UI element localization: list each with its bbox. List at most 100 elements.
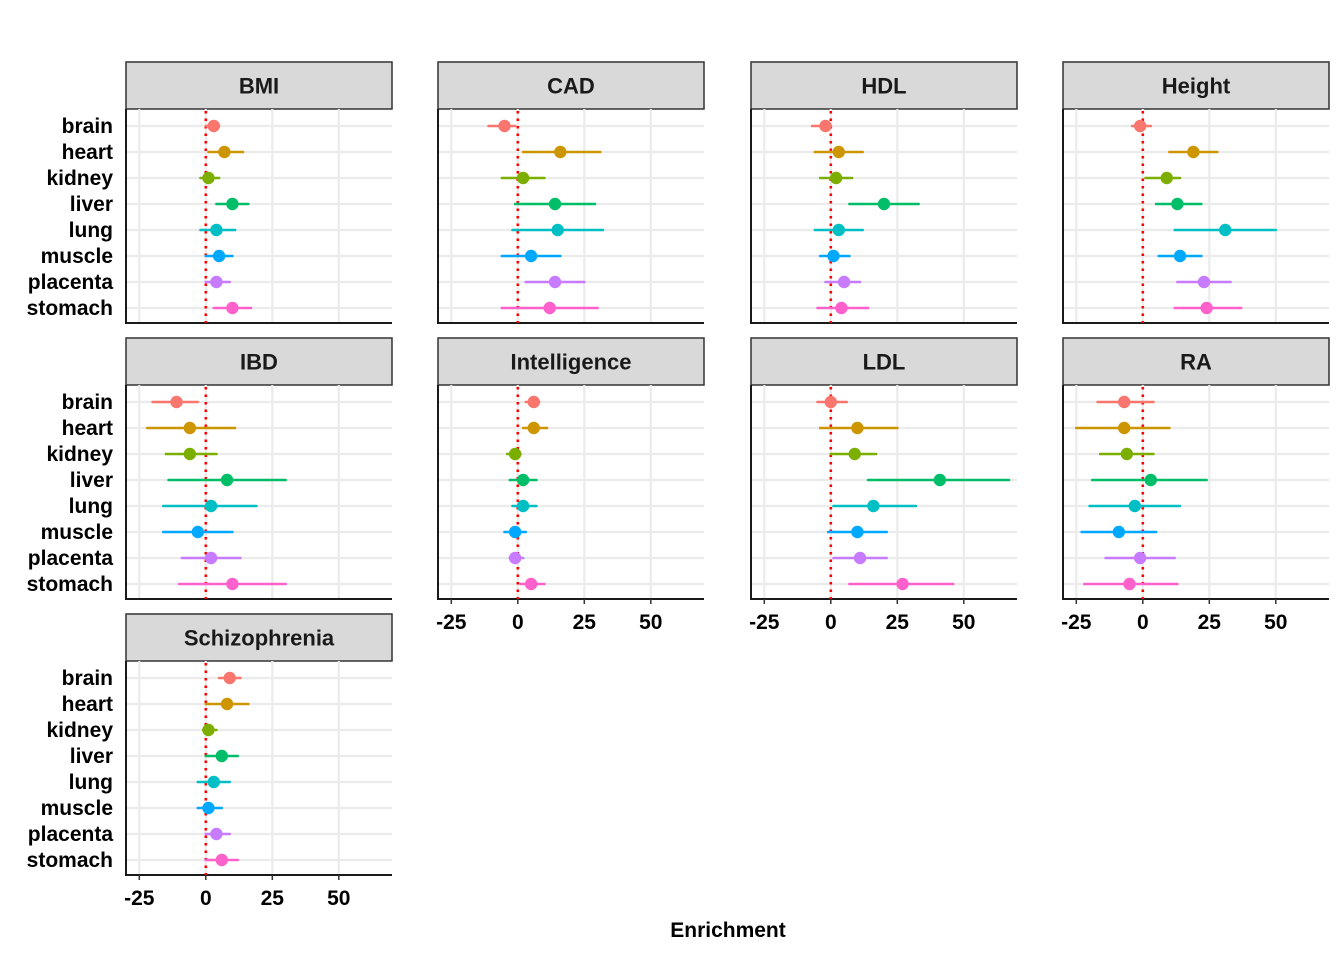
x-tick-label: 25 bbox=[1198, 611, 1222, 634]
point-liver bbox=[1171, 197, 1184, 211]
point-heart bbox=[1117, 421, 1131, 435]
point-placenta bbox=[210, 827, 223, 841]
panel-axis-border bbox=[1062, 109, 1329, 324]
point-placenta bbox=[508, 551, 522, 565]
point-placenta bbox=[548, 275, 562, 289]
facet-panel-hdl: HDL bbox=[750, 61, 1018, 324]
facet-title: Intelligence bbox=[510, 350, 631, 375]
point-liver bbox=[877, 197, 891, 211]
y-tick-label-muscle: muscle bbox=[41, 797, 113, 820]
y-tick-label-brain: brain bbox=[62, 391, 113, 414]
point-heart bbox=[1187, 145, 1200, 159]
panel-axis-border bbox=[1062, 385, 1329, 600]
facet-panel-height: Height bbox=[1062, 61, 1330, 324]
point-kidney bbox=[848, 447, 861, 461]
point-brain bbox=[207, 119, 220, 133]
x-tick-label: -25 bbox=[749, 611, 780, 634]
x-axis-title: Enrichment bbox=[670, 919, 786, 942]
y-tick-label-kidney: kidney bbox=[46, 167, 113, 190]
y-tick-label-lung: lung bbox=[69, 495, 113, 518]
y-tick-label-liver: liver bbox=[70, 469, 113, 492]
point-placenta bbox=[853, 551, 867, 565]
x-tick-label: 0 bbox=[1137, 611, 1149, 634]
point-stomach bbox=[524, 577, 538, 591]
point-lung bbox=[832, 223, 845, 237]
point-brain bbox=[498, 119, 511, 133]
point-liver bbox=[933, 473, 947, 487]
panel-axis-border bbox=[125, 109, 392, 324]
panel-axis-border bbox=[750, 385, 1017, 600]
y-tick-label-kidney: kidney bbox=[46, 719, 113, 742]
point-brain bbox=[1117, 395, 1131, 409]
point-stomach bbox=[1200, 301, 1213, 315]
point-kidney bbox=[516, 171, 530, 185]
facet-panel-intelligence: Intelligence -25 0 25 50 bbox=[436, 337, 705, 634]
point-liver bbox=[1144, 473, 1157, 487]
point-brain bbox=[527, 395, 540, 409]
point-kidney bbox=[829, 171, 843, 185]
x-tick-label: 50 bbox=[639, 611, 662, 634]
point-muscle bbox=[524, 249, 538, 263]
point-brain bbox=[1133, 119, 1147, 133]
y-tick-label-liver: liver bbox=[70, 193, 113, 216]
point-kidney bbox=[508, 447, 522, 461]
x-tick-label: 0 bbox=[825, 611, 837, 634]
y-tick-label-stomach: stomach bbox=[27, 849, 113, 872]
point-liver bbox=[516, 473, 530, 487]
point-heart bbox=[851, 421, 864, 435]
facet-panel-ldl: LDL -25 0 25 50 bbox=[749, 337, 1018, 634]
panel-axis-border bbox=[437, 385, 704, 600]
point-stomach bbox=[835, 301, 848, 315]
panel-axis-border bbox=[125, 661, 392, 876]
y-tick-label-brain: brain bbox=[62, 115, 113, 138]
facet-strip bbox=[1062, 61, 1330, 110]
facet-strip bbox=[125, 61, 393, 110]
point-lung bbox=[1219, 223, 1232, 237]
y-tick-label-brain: brain bbox=[62, 667, 113, 690]
point-liver bbox=[548, 197, 562, 211]
y-tick-label-heart: heart bbox=[62, 693, 113, 716]
y-tick-label-muscle: muscle bbox=[41, 245, 113, 268]
y-tick-label-placenta: placenta bbox=[28, 547, 114, 570]
y-tick-label-lung: lung bbox=[69, 771, 113, 794]
point-muscle bbox=[1173, 249, 1187, 263]
facet-title: RA bbox=[1180, 350, 1212, 375]
facet-strip bbox=[437, 337, 705, 386]
x-tick-label: -25 bbox=[436, 611, 467, 634]
point-brain bbox=[824, 395, 837, 409]
y-tick-label-stomach: stomach bbox=[27, 573, 113, 596]
y-tick-label-kidney: kidney bbox=[46, 443, 113, 466]
facet-strip bbox=[125, 613, 393, 662]
panel-axis-border bbox=[750, 109, 1017, 324]
y-tick-label-muscle: muscle bbox=[41, 521, 113, 544]
point-liver bbox=[220, 473, 234, 487]
point-liver bbox=[215, 749, 228, 763]
y-tick-label-placenta: placenta bbox=[28, 271, 114, 294]
facet-title: HDL bbox=[861, 74, 906, 99]
y-tick-label-placenta: placenta bbox=[28, 823, 114, 846]
point-muscle bbox=[191, 525, 205, 539]
point-heart bbox=[554, 145, 567, 159]
facet-title: Schizophrenia bbox=[184, 626, 335, 651]
x-tick-label: 25 bbox=[573, 611, 597, 634]
y-tick-label-liver: liver bbox=[70, 745, 113, 768]
point-placenta bbox=[1133, 551, 1147, 565]
point-stomach bbox=[226, 301, 239, 315]
panel-axis-border bbox=[437, 109, 704, 324]
point-kidney bbox=[202, 171, 215, 185]
y-tick-label-stomach: stomach bbox=[27, 297, 113, 320]
point-heart bbox=[832, 145, 845, 159]
x-tick-label: 25 bbox=[886, 611, 910, 634]
point-placenta bbox=[1197, 275, 1211, 289]
point-stomach bbox=[1123, 577, 1136, 591]
x-tick-label: 25 bbox=[261, 887, 285, 910]
point-heart bbox=[218, 145, 231, 159]
x-tick-label: -25 bbox=[1061, 611, 1092, 634]
y-tick-label-heart: heart bbox=[62, 417, 113, 440]
facet-title: LDL bbox=[863, 350, 906, 375]
facet-panel-cad: CAD bbox=[437, 61, 705, 324]
x-tick-label: 0 bbox=[512, 611, 524, 634]
point-kidney bbox=[1120, 447, 1134, 461]
